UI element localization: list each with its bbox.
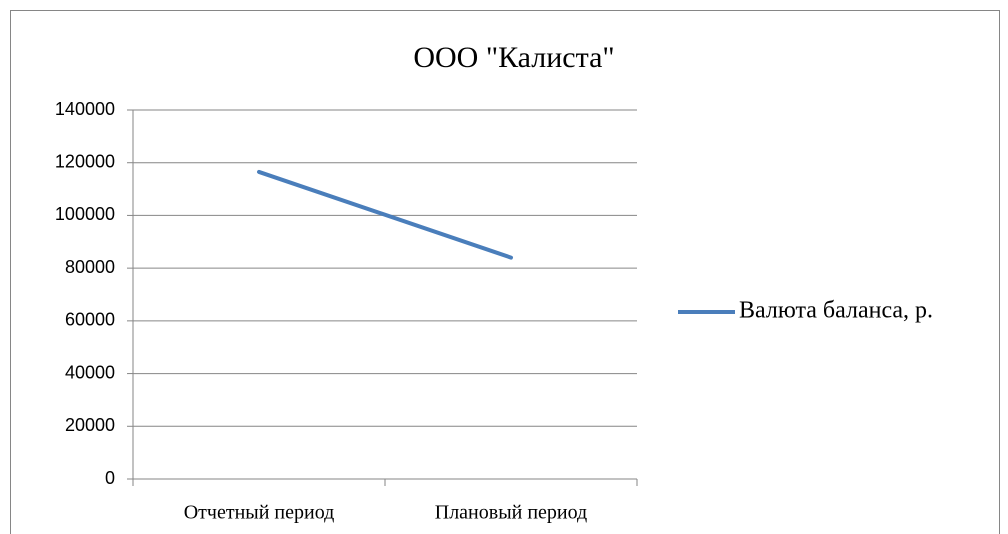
x-tick-label: Отчетный период	[184, 502, 335, 524]
y-tick-label: 60000	[65, 310, 115, 330]
series-line	[257, 169, 513, 260]
y-tick-label: 20000	[65, 415, 115, 435]
y-tick-label: 140000	[55, 99, 115, 119]
y-tick-label: 80000	[65, 257, 115, 277]
y-tick-label: 0	[105, 468, 115, 488]
legend-label: Валюта баланса, р.	[739, 298, 933, 324]
chart-title: ООО "Калиста"	[413, 41, 614, 74]
y-tick-label: 40000	[65, 362, 115, 382]
y-tick-label: 100000	[55, 204, 115, 224]
chart-frame	[10, 10, 1000, 534]
y-tick-label: 120000	[55, 151, 115, 171]
x-tick-label: Плановый период	[435, 502, 587, 524]
